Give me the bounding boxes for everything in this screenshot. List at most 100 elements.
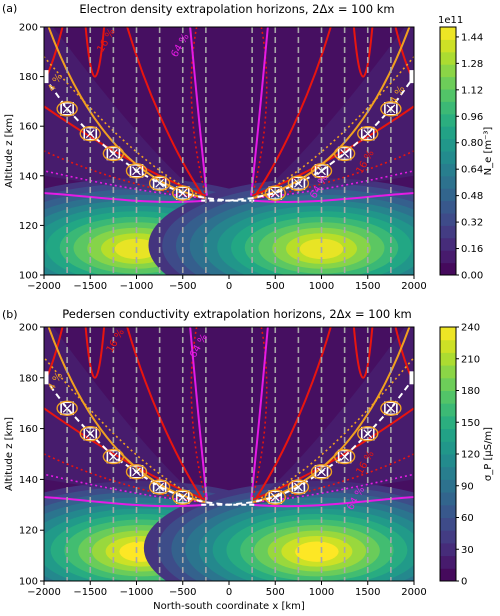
colorbar-segment: [440, 530, 456, 544]
horizon-point-ring: [333, 145, 356, 162]
colorbar-segment: [440, 504, 456, 518]
colorbar-segment: [440, 479, 456, 493]
horizon-point-ring: [264, 489, 286, 505]
colorbar-segment: [440, 163, 456, 177]
contour-orange-dotted: [251, 356, 414, 503]
colorbar-segment: [440, 466, 456, 480]
x-tick-label: 1500: [355, 281, 380, 292]
horizon-point-square: [337, 146, 352, 161]
horizon-point-square: [384, 401, 398, 416]
y-tick-label: 100: [19, 271, 38, 282]
y-tick-label: 200: [19, 323, 38, 334]
colorbar-segment: [440, 89, 456, 102]
x-axis-label: North-south coordinate x [km]: [153, 601, 305, 612]
colorbar-tick-label: 0.96: [461, 112, 483, 123]
colorbar-tick-label: 240: [461, 323, 480, 334]
contour-red-2: [255, 327, 332, 498]
colorbar-tick-label: 90: [461, 481, 474, 492]
horizon-point-cross: [363, 129, 373, 139]
y-tick-label: 160: [19, 424, 38, 435]
horizon-point-ring: [102, 448, 125, 465]
x-tick-label: −1500: [73, 587, 107, 598]
y-tick-label: 120: [19, 526, 38, 537]
horizon-curve: [44, 377, 414, 506]
colorbar-segment: [440, 27, 456, 40]
horizon-point-square: [314, 464, 329, 479]
horizon-point-ring: [310, 163, 333, 179]
x-tick-label: 0: [226, 587, 232, 598]
colorbar-segment: [440, 454, 456, 468]
horizon-point-ring: [148, 479, 171, 495]
colorbar-segment: [440, 428, 456, 442]
horizon-point-cross: [386, 104, 396, 114]
upper-density-region: [44, 327, 206, 505]
colorbar-tick-label: 0: [461, 577, 467, 588]
horizon-point-square: [337, 449, 352, 464]
horizon-point-cross: [270, 188, 280, 198]
horizon-point-cross: [363, 429, 373, 439]
density-band-2: [295, 541, 339, 562]
horizon-point-ring: [79, 425, 101, 442]
field-layer: [44, 27, 414, 275]
colorbar-tick-label: 0.00: [461, 271, 483, 282]
colorbar-segment: [440, 568, 456, 582]
dashed-verticals: [66, 327, 392, 581]
horizon-point-ring: [148, 175, 171, 191]
contour-red-3: [352, 27, 374, 78]
horizon-point-square: [268, 490, 283, 504]
colorbar-segment: [440, 126, 456, 140]
colorbar-segment: [440, 415, 456, 430]
horizon-point-cross: [340, 149, 350, 158]
contour-red-dotted-2: [252, 27, 268, 194]
horizon-point-cross: [386, 403, 396, 413]
colorbar-segment: [440, 517, 456, 531]
horizon-point-ring: [380, 101, 402, 117]
colorbar-segment: [440, 339, 456, 353]
colorbar-segment: [440, 51, 456, 65]
horizon-point-ring: [172, 185, 194, 201]
horizon-point-cross: [317, 166, 326, 176]
horizon-point-ring: [357, 125, 379, 142]
colorbar-segment: [440, 441, 456, 455]
x-tick-label: −2000: [27, 587, 61, 598]
colorbar-tick-label: 0.16: [461, 244, 483, 255]
colorbar: 0 30 60 90 120 150 180 210 240 σ_P [μS/m]: [439, 323, 494, 588]
contour-red-dotted-2: [252, 327, 268, 498]
contour-orange-dotted: [44, 56, 207, 199]
colorbar-segment: [440, 225, 456, 239]
colorbar-tick-label: 120: [461, 450, 480, 461]
colorbar-segment: [440, 76, 456, 90]
horizon-point-square: [106, 449, 121, 464]
x-tick-label: 0: [226, 281, 232, 292]
colorbar-segment: [440, 492, 456, 506]
contour-red-2: [126, 327, 203, 498]
x-tick-label: 1000: [309, 587, 334, 598]
horizon-point-ring: [79, 125, 101, 142]
colorbar-segment: [440, 213, 456, 226]
contour-red-dotted: [254, 150, 414, 199]
horizon-point-cross: [108, 452, 118, 461]
colorbar-segment: [440, 542, 456, 557]
colorbar-segment: [440, 200, 456, 214]
y-tick-label: 160: [19, 122, 38, 133]
horizon-point-cross: [132, 166, 141, 176]
horizon-point-square: [60, 102, 74, 116]
x-tick-label: −2000: [27, 281, 61, 292]
field-layer: [44, 327, 414, 581]
colorbar-segment: [440, 138, 456, 152]
horizon-point-ring: [380, 400, 402, 416]
y-axis-label: Altitude z [km]: [4, 114, 15, 188]
colorbar-multiplier: 1e11: [438, 15, 463, 26]
x-tick-label: −1500: [73, 281, 107, 292]
panel-label: (b): [2, 308, 18, 321]
contour-magenta-2: [44, 192, 206, 203]
horizon-point-ring: [56, 400, 78, 416]
horizon-point-square: [83, 426, 98, 441]
horizon-point-cross: [293, 178, 303, 188]
horizon-point-ring: [287, 479, 310, 495]
contour-red-3: [84, 327, 106, 379]
horizon-point-cross: [340, 452, 350, 461]
colorbar-segment: [440, 250, 456, 264]
contour-magenta-1: [250, 327, 269, 500]
horizon-point-square: [291, 176, 306, 191]
